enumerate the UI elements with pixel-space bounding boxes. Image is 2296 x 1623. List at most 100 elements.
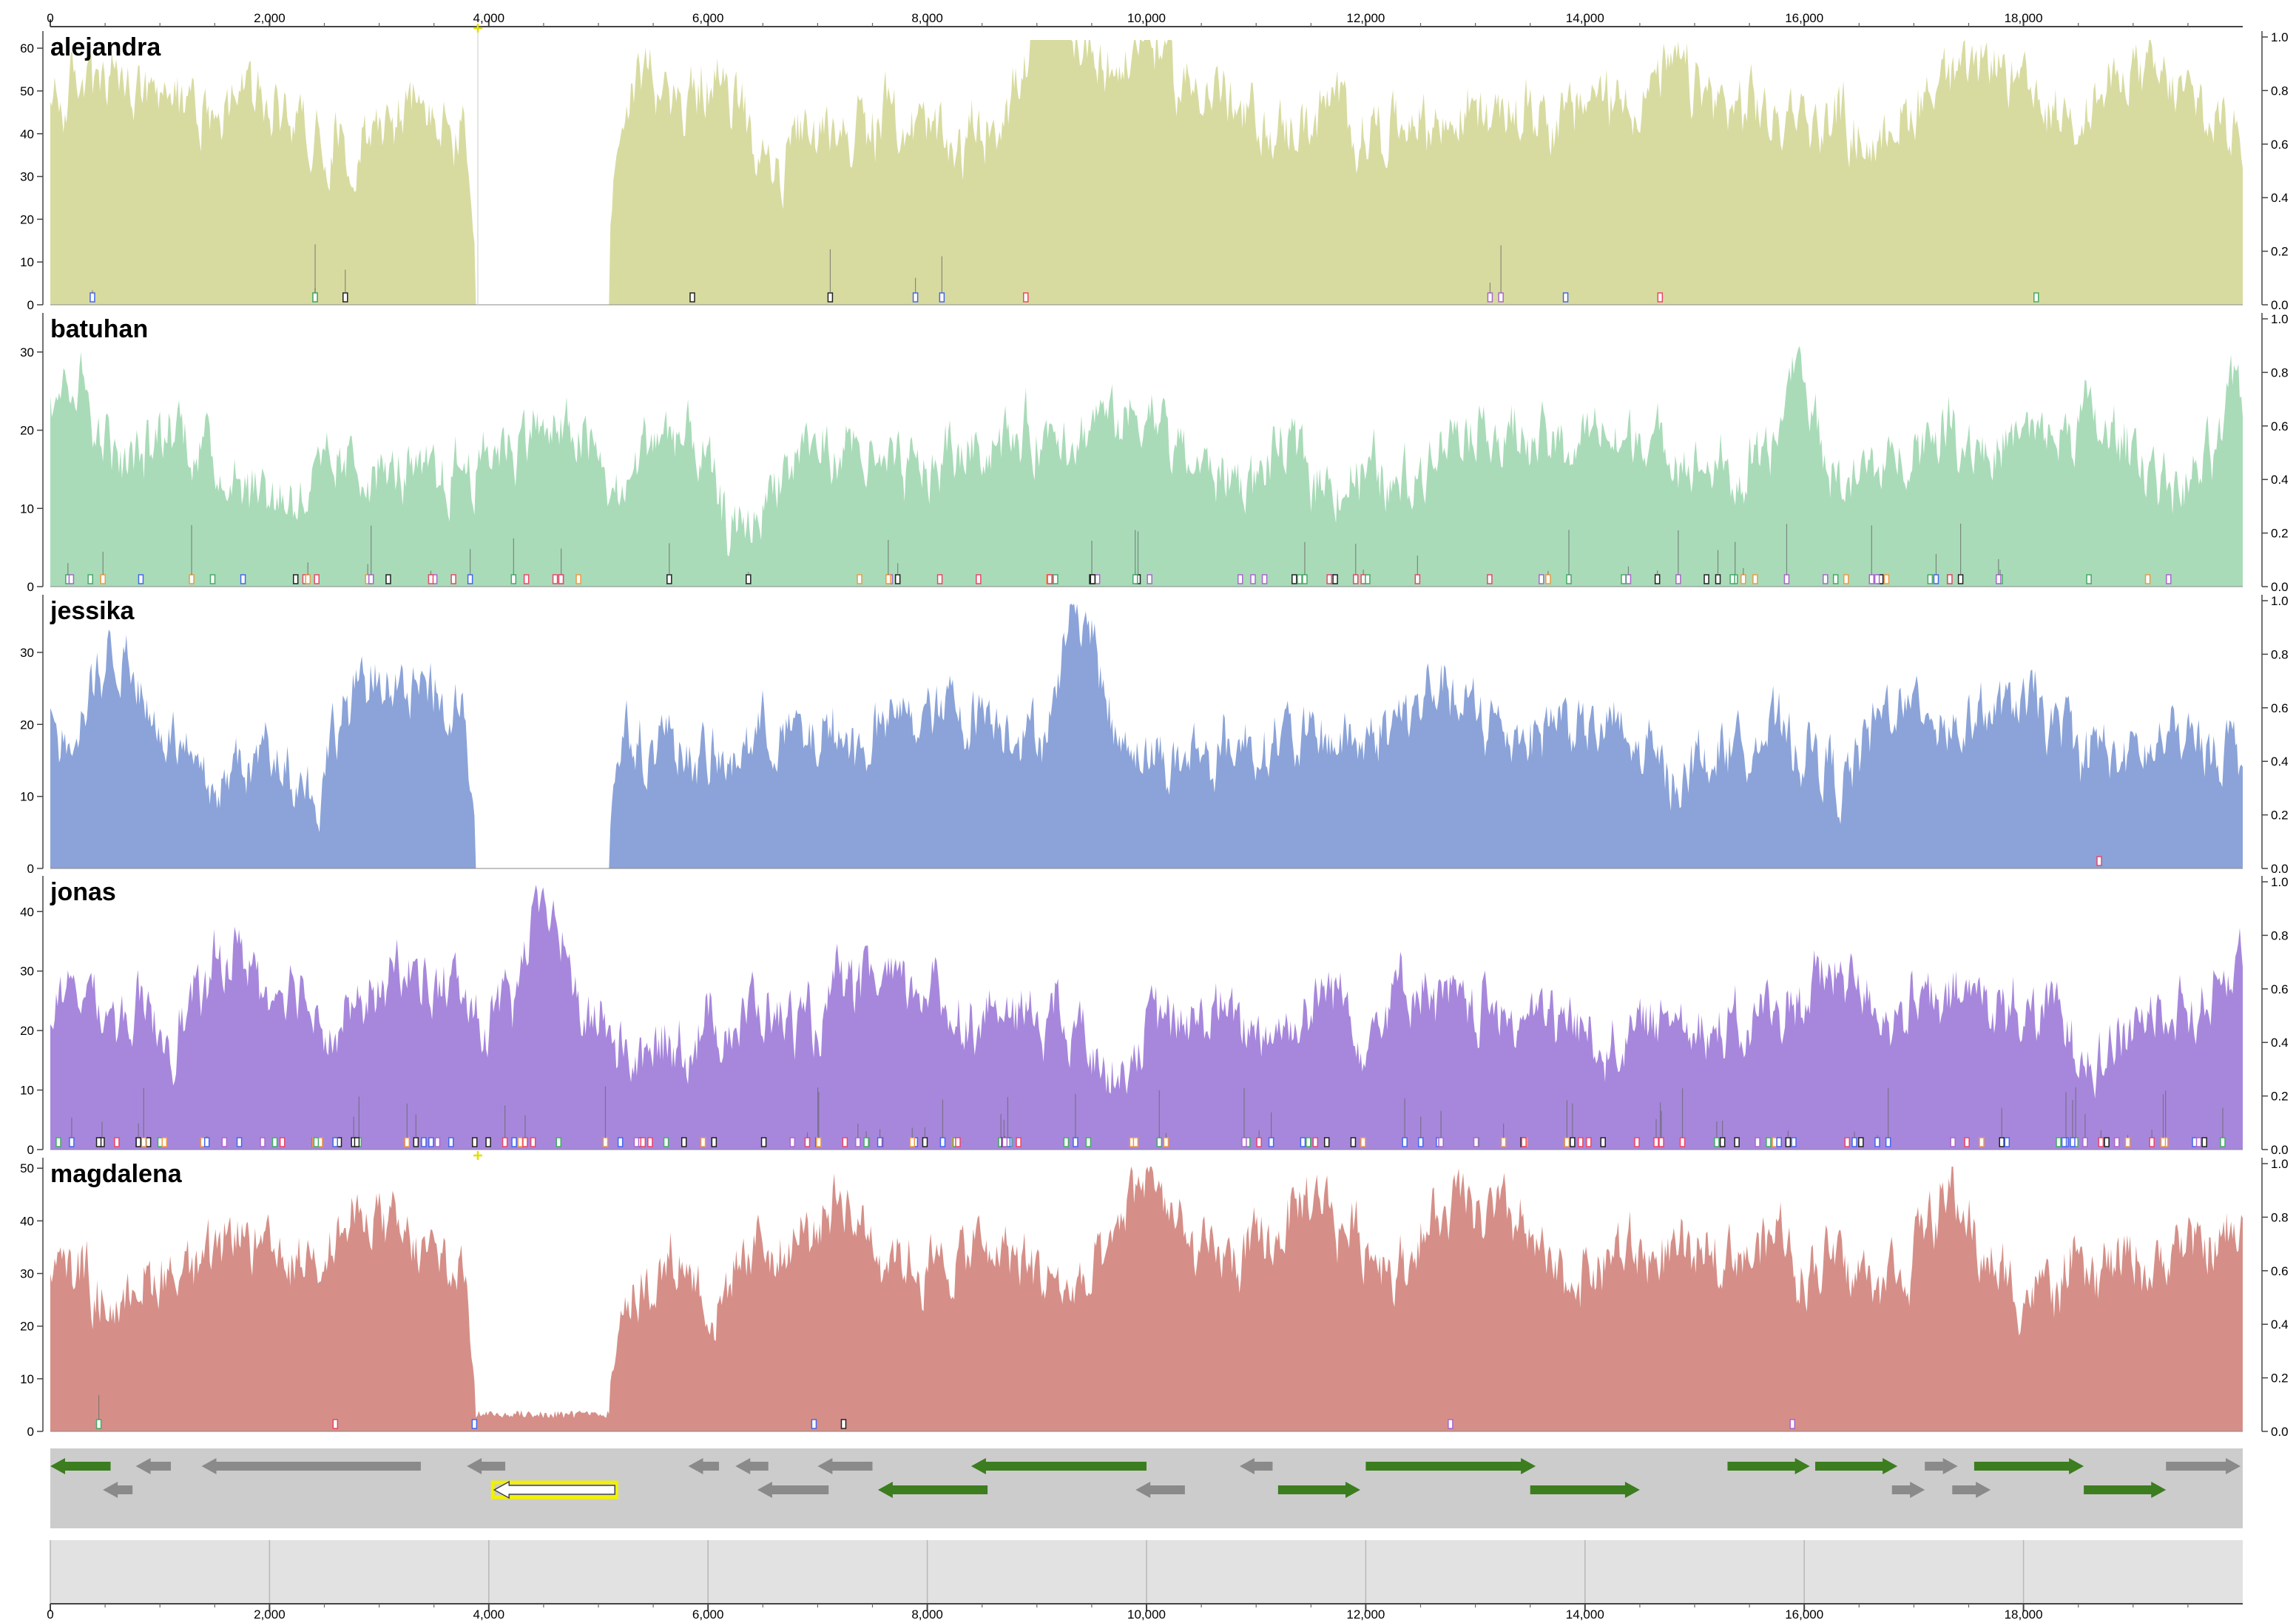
- variant-glyph: [2082, 1137, 2088, 1147]
- gene-arrow[interactable]: [135, 1458, 172, 1474]
- gene-arrow[interactable]: [1530, 1482, 1640, 1498]
- variant-glyph: [663, 1137, 669, 1147]
- right-y-tick-label: 0.6: [2271, 419, 2289, 433]
- variant-glyph: [1326, 574, 1332, 584]
- variant-glyph: [2033, 292, 2039, 303]
- left-y-tick-label: 50: [20, 1161, 34, 1175]
- variant-glyph: [1785, 1137, 1792, 1147]
- variant-glyph: [1823, 574, 1829, 584]
- variant-markers: [95, 1394, 1795, 1429]
- variant-glyph: [428, 574, 434, 584]
- variant-glyph: [558, 574, 564, 584]
- variant-glyph: [1791, 1137, 1797, 1147]
- variant-glyph: [1521, 1137, 1527, 1147]
- gene-arrow[interactable]: [1135, 1482, 1185, 1498]
- variant-glyph: [1564, 1137, 1570, 1147]
- gene-arrow[interactable]: [688, 1458, 720, 1474]
- gene-arrow[interactable]: [103, 1482, 133, 1498]
- variant-glyph: [1658, 1137, 1664, 1147]
- gene-arrow[interactable]: [757, 1482, 829, 1498]
- gene-arrow[interactable]: [1277, 1482, 1360, 1498]
- gene-arrow[interactable]: [735, 1458, 769, 1474]
- variant-glyph: [368, 574, 374, 584]
- variant-glyph: [1085, 1137, 1092, 1147]
- variant-glyph: [1053, 574, 1058, 584]
- right-y-tick-label: 0.6: [2271, 982, 2289, 996]
- variant-glyph: [816, 1137, 822, 1147]
- gene-arrow[interactable]: [2166, 1458, 2241, 1474]
- variant-glyph: [1772, 1137, 1777, 1147]
- variant-glyph: [1586, 1137, 1592, 1147]
- right-y-tick-label: 0.8: [2271, 647, 2289, 661]
- track-title: jessika: [50, 597, 135, 625]
- gene-arrow[interactable]: [1239, 1458, 1273, 1474]
- coverage-tracks: 0 10 20 30 40 50 60 0.0 0.2 0.4 0.6 0.8 1.0 alejandra…: [20, 30, 2289, 1439]
- variant-glyph: [1132, 574, 1138, 584]
- right-y-tick-label: 0.4: [2271, 1317, 2289, 1332]
- variant-glyph: [312, 292, 318, 303]
- gene-arrow[interactable]: [1727, 1458, 1810, 1474]
- variant-glyph: [1073, 1137, 1078, 1147]
- gene-arrow[interactable]: [467, 1458, 506, 1474]
- bottom-tick-label: 0: [47, 1607, 53, 1622]
- variant-glyph: [1545, 574, 1551, 584]
- variant-glyph: [1360, 1137, 1366, 1147]
- right-y-tick-label: 1.0: [2271, 594, 2289, 608]
- left-y-tick-label: 0: [27, 580, 34, 594]
- variant-glyph: [575, 574, 581, 584]
- variant-glyph: [1851, 1137, 1857, 1147]
- selected-gene-highlight[interactable]: [490, 1480, 618, 1499]
- variant-glyph: [404, 1137, 411, 1147]
- right-y-tick-label: 0.2: [2271, 245, 2289, 259]
- right-y-tick-label: 0.8: [2271, 928, 2289, 942]
- left-y-tick-label: 20: [20, 1320, 34, 1334]
- variant-glyph: [87, 574, 93, 584]
- gene-arrow[interactable]: [970, 1458, 1147, 1474]
- variant-glyph: [1578, 1137, 1584, 1147]
- gene-arrow[interactable]: [1815, 1458, 1898, 1474]
- variant-glyph: [2096, 856, 2102, 866]
- track-magdalena: 0 10 20 30 40 50 0.0 0.2 0.4 0.6 0.8 1.0 magdalena: [20, 1157, 2289, 1439]
- top-position-axis: 0 2,000 4,000 6,000 8,000 10,000 12,000 14,000 1…: [47, 11, 2243, 27]
- variant-glyph: [2144, 574, 2151, 584]
- variant-glyph: [922, 1137, 928, 1147]
- genome-overview-navigator[interactable]: [50, 1540, 2243, 1604]
- gene-arrow[interactable]: [1891, 1482, 1925, 1498]
- right-y-tick-label: 0.8: [2271, 365, 2289, 379]
- gene-arrow[interactable]: [1365, 1458, 1536, 1474]
- gene-annotation-track[interactable]: [50, 1448, 2243, 1528]
- top-tick-label: 6,000: [692, 11, 724, 25]
- gene-arrow[interactable]: [201, 1458, 421, 1474]
- variant-glyph: [1448, 1419, 1453, 1429]
- variant-glyph: [450, 574, 456, 584]
- variant-glyph: [1950, 1137, 1956, 1147]
- variant-glyph: [1755, 1137, 1760, 1147]
- variant-glyph: [342, 292, 348, 303]
- variant-glyph: [1933, 574, 1939, 584]
- variant-glyph: [1957, 574, 1964, 584]
- variant-glyph: [885, 574, 891, 584]
- variant-glyph: [95, 1419, 102, 1429]
- variant-glyph: [804, 1137, 811, 1147]
- variant-glyph: [471, 1419, 478, 1429]
- gene-arrow[interactable]: [877, 1482, 988, 1498]
- variant-glyph: [305, 574, 311, 584]
- variant-glyph: [1719, 1137, 1726, 1147]
- variant-glyph: [1414, 574, 1421, 584]
- right-y-tick-label: 0.0: [2271, 1143, 2289, 1157]
- bottom-tick-label: 2,000: [254, 1607, 286, 1622]
- gene-arrow[interactable]: [2084, 1482, 2167, 1498]
- gene-arrow[interactable]: [1952, 1482, 1991, 1498]
- variant-glyph: [203, 1137, 210, 1147]
- left-y-tick-label: 30: [20, 646, 34, 660]
- gene-arrow[interactable]: [1925, 1458, 1958, 1474]
- gene-arrow[interactable]: [1973, 1458, 2084, 1474]
- variant-glyph: [1261, 574, 1268, 584]
- selected-gene-arrow[interactable]: [493, 1480, 615, 1499]
- variant-glyph: [689, 292, 695, 303]
- variant-glyph: [1063, 1137, 1070, 1147]
- variant-glyph: [939, 1137, 946, 1147]
- gene-arrow[interactable]: [50, 1458, 111, 1474]
- gene-arrow[interactable]: [817, 1458, 873, 1474]
